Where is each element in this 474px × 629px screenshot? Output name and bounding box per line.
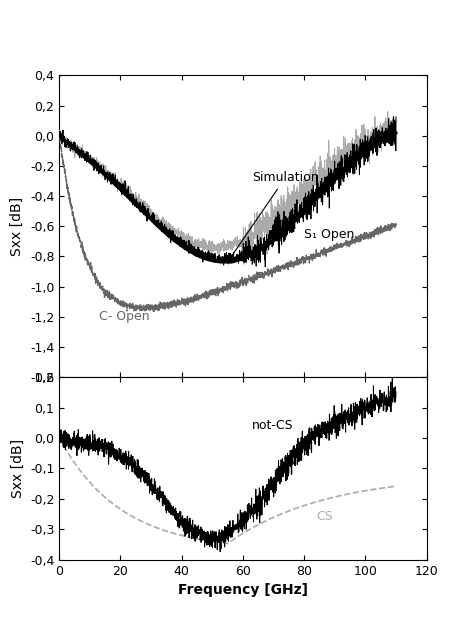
X-axis label: Frequency [GHz]: Frequency [GHz] xyxy=(178,583,308,597)
Text: S₁ Open: S₁ Open xyxy=(304,228,355,242)
Text: CS: CS xyxy=(317,510,333,523)
Text: Simulation: Simulation xyxy=(229,171,319,260)
Text: not-CS: not-CS xyxy=(252,419,294,432)
Text: PAD: PAD xyxy=(280,201,304,214)
Text: C- Open: C- Open xyxy=(99,309,150,323)
Y-axis label: Sxx [dB]: Sxx [dB] xyxy=(10,439,25,498)
Y-axis label: Sxx [dB]: Sxx [dB] xyxy=(10,197,24,256)
